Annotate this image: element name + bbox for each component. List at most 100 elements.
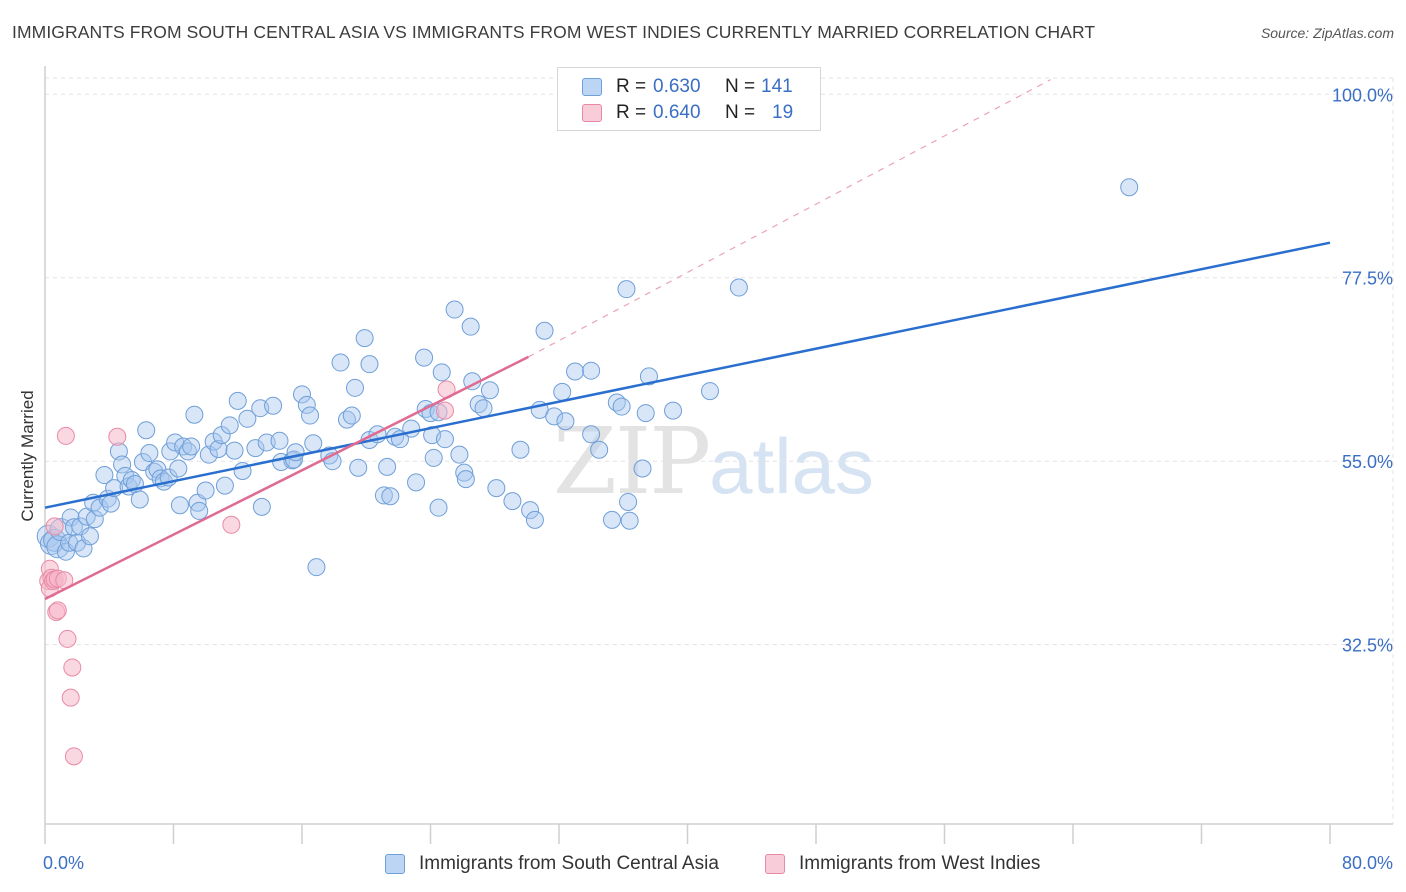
data-point-blue: [620, 511, 639, 530]
data-point-blue: [225, 441, 244, 460]
data-point-blue: [461, 317, 480, 336]
data-point-blue: [633, 459, 652, 478]
data-point-blue: [71, 517, 90, 536]
legend-n-label: N =: [725, 76, 756, 97]
trend-line-pink-extension: [528, 79, 1051, 358]
data-point-blue: [545, 407, 564, 426]
data-point-blue: [619, 492, 638, 511]
bottom-legend-swatch-pink: [765, 854, 785, 874]
data-point-blue: [381, 487, 400, 506]
data-point-blue: [130, 490, 149, 509]
watermark-atlas: atlas: [709, 422, 874, 510]
data-point-pink: [58, 629, 77, 648]
data-point-blue: [407, 473, 426, 492]
legend-r-value: 0.630: [653, 76, 701, 97]
x-tick-label-min: 0.0%: [43, 853, 84, 873]
axes: [44, 66, 1393, 844]
data-point-blue: [664, 401, 683, 420]
data-point-blue: [378, 457, 397, 476]
legend-row-pink: R = 0.640 N = 19: [582, 100, 793, 126]
data-point-pink: [56, 426, 75, 445]
legend-n-label: N =: [725, 102, 756, 123]
data-point-blue: [342, 406, 361, 425]
data-point-blue: [293, 385, 311, 404]
data-point-blue: [1120, 178, 1139, 197]
data-point-blue: [246, 439, 265, 458]
data-point-blue: [435, 430, 454, 449]
data-point-blue: [360, 355, 379, 374]
data-point-blue: [612, 397, 631, 416]
data-point-blue: [455, 463, 474, 482]
data-point-blue: [331, 353, 350, 372]
data-point-blue: [190, 501, 209, 520]
data-point-blue: [304, 434, 323, 453]
data-point-blue: [582, 361, 601, 380]
data-point-blue: [170, 496, 189, 515]
trend-lines: [44, 79, 1331, 601]
data-point-pink: [61, 688, 80, 707]
data-point-blue: [85, 510, 104, 529]
legend-swatch-blue: [582, 78, 602, 96]
data-point-blue: [553, 382, 572, 401]
data-point-blue: [264, 396, 283, 415]
series-west-indies: [39, 380, 456, 766]
data-point-blue: [220, 416, 239, 435]
data-point-blue: [445, 300, 464, 319]
data-point-blue: [169, 459, 188, 478]
trend-line-pink: [44, 355, 530, 601]
legend-row-blue: R = 0.630 N = 141: [582, 74, 793, 100]
data-point-blue: [636, 404, 655, 423]
data-point-blue: [215, 476, 234, 495]
data-point-blue: [480, 381, 499, 400]
x-tick-label-max: 80.0%: [1342, 853, 1393, 873]
stats-legend: R = 0.630 N = 141 R = 0.640 N = 19: [557, 67, 821, 131]
data-point-pink: [222, 515, 241, 534]
data-point-blue: [61, 508, 80, 527]
data-point-pink: [63, 658, 82, 677]
bottom-legend-item-pink: Immigrants from West Indies: [765, 852, 1040, 876]
tick-labels: 32.5% 55.0% 77.5% 100.0% 0.0% 80.0%: [43, 85, 1393, 873]
data-point-pink: [64, 747, 83, 766]
data-point-blue: [349, 458, 368, 477]
data-point-blue: [252, 497, 271, 516]
data-point-pink: [45, 517, 64, 536]
data-point-pink: [108, 427, 127, 446]
legend-r-label: R =: [616, 102, 647, 123]
data-point-blue: [182, 437, 201, 456]
data-point-blue: [196, 481, 215, 500]
source-credit: Source: ZipAtlas.com: [1260, 25, 1394, 41]
data-point-blue: [450, 445, 469, 464]
data-point-blue: [566, 362, 585, 381]
bottom-legend-item-blue: Immigrants from South Central Asia: [385, 852, 719, 876]
data-point-blue: [140, 444, 159, 463]
data-point-blue: [456, 470, 475, 489]
data-point-blue: [617, 280, 636, 299]
data-point-blue: [590, 440, 609, 459]
data-point-blue: [603, 510, 622, 529]
data-point-blue: [301, 406, 320, 425]
legend-r-value: 0.640: [653, 102, 701, 123]
data-point-blue: [639, 367, 658, 386]
bottom-legend-swatch-blue: [385, 854, 405, 874]
y-tick-label: 55.0%: [1342, 452, 1393, 472]
data-point-blue: [429, 498, 448, 517]
data-point-blue: [535, 321, 554, 340]
data-point-blue: [355, 329, 374, 348]
data-point-blue: [307, 558, 326, 577]
legend-n-value: 19: [772, 102, 794, 123]
data-point-blue: [487, 479, 506, 498]
data-point-blue: [424, 448, 443, 467]
trend-line-blue: [44, 241, 1331, 509]
data-point-blue: [185, 405, 204, 424]
data-point-blue: [432, 363, 451, 382]
data-point-blue: [700, 382, 719, 401]
data-point-blue: [95, 466, 114, 485]
y-tick-label: 77.5%: [1342, 269, 1393, 289]
data-point-blue: [178, 442, 197, 461]
chart-title: IMMIGRANTS FROM SOUTH CENTRAL ASIA VS IM…: [12, 22, 1096, 42]
bottom-legend-label-blue: Immigrants from South Central Asia: [419, 853, 719, 874]
series-south-central-asia: [36, 178, 1139, 577]
data-point-blue: [521, 501, 540, 520]
data-point-blue: [270, 431, 289, 450]
